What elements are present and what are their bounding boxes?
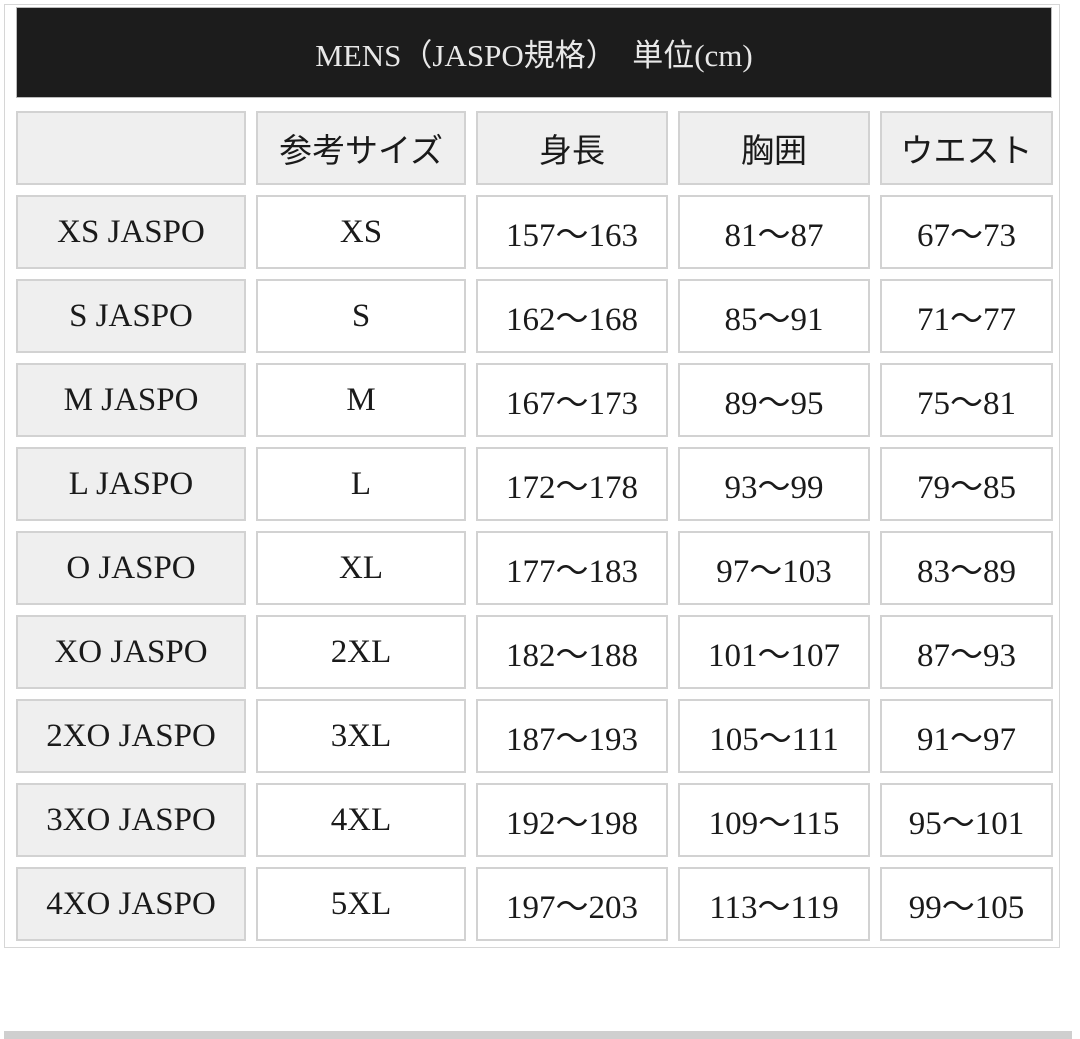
table-cell: 197〜203 [476, 867, 668, 941]
row-header: 2XO JASPO [16, 699, 246, 773]
row-header: S JASPO [16, 279, 246, 353]
table-cell: 113〜119 [678, 867, 870, 941]
table-cell: 71〜77 [880, 279, 1053, 353]
table-cell: 101〜107 [678, 615, 870, 689]
row-header: XS JASPO [16, 195, 246, 269]
table-cell: 192〜198 [476, 783, 668, 857]
table-cell: 95〜101 [880, 783, 1053, 857]
table-title: MENS（JASPO規格） 単位(cm) [16, 7, 1052, 98]
table-cell: 93〜99 [678, 447, 870, 521]
divider [4, 1031, 1072, 1039]
table-cell: 177〜183 [476, 531, 668, 605]
table-cell: 79〜85 [880, 447, 1053, 521]
table-cell: 5XL [256, 867, 466, 941]
column-header: 参考サイズ [256, 111, 466, 185]
column-header: ウエスト [880, 111, 1053, 185]
table-cell: 85〜91 [678, 279, 870, 353]
size-table: 参考サイズ 身長 胸囲 ウエスト XS JASPO XS 157〜163 81〜87 67〜73… [16, 111, 1053, 941]
table-cell: 162〜168 [476, 279, 668, 353]
row-header: L JASPO [16, 447, 246, 521]
size-chart-frame [4, 4, 1060, 948]
table-cell: 81〜87 [678, 195, 870, 269]
table-cell: 89〜95 [678, 363, 870, 437]
table-cell: 2XL [256, 615, 466, 689]
table-cell: M [256, 363, 466, 437]
table-cell: 172〜178 [476, 447, 668, 521]
table-cell: 87〜93 [880, 615, 1053, 689]
table-cell: 109〜115 [678, 783, 870, 857]
table-cell: 105〜111 [678, 699, 870, 773]
table-cell: 3XL [256, 699, 466, 773]
row-header: 4XO JASPO [16, 867, 246, 941]
table-cell: 99〜105 [880, 867, 1053, 941]
table-cell: S [256, 279, 466, 353]
table-cell: 157〜163 [476, 195, 668, 269]
table-cell: 4XL [256, 783, 466, 857]
table-cell: 182〜188 [476, 615, 668, 689]
table-cell: L [256, 447, 466, 521]
table-cell: 75〜81 [880, 363, 1053, 437]
table-cell: XL [256, 531, 466, 605]
table-cell: 167〜173 [476, 363, 668, 437]
table-cell: 97〜103 [678, 531, 870, 605]
column-header [16, 111, 246, 185]
table-cell: 91〜97 [880, 699, 1053, 773]
column-header: 身長 [476, 111, 668, 185]
row-header: 3XO JASPO [16, 783, 246, 857]
table-cell: 83〜89 [880, 531, 1053, 605]
column-header: 胸囲 [678, 111, 870, 185]
table-cell: 67〜73 [880, 195, 1053, 269]
row-header: O JASPO [16, 531, 246, 605]
table-cell: XS [256, 195, 466, 269]
row-header: M JASPO [16, 363, 246, 437]
table-cell: 187〜193 [476, 699, 668, 773]
row-header: XO JASPO [16, 615, 246, 689]
